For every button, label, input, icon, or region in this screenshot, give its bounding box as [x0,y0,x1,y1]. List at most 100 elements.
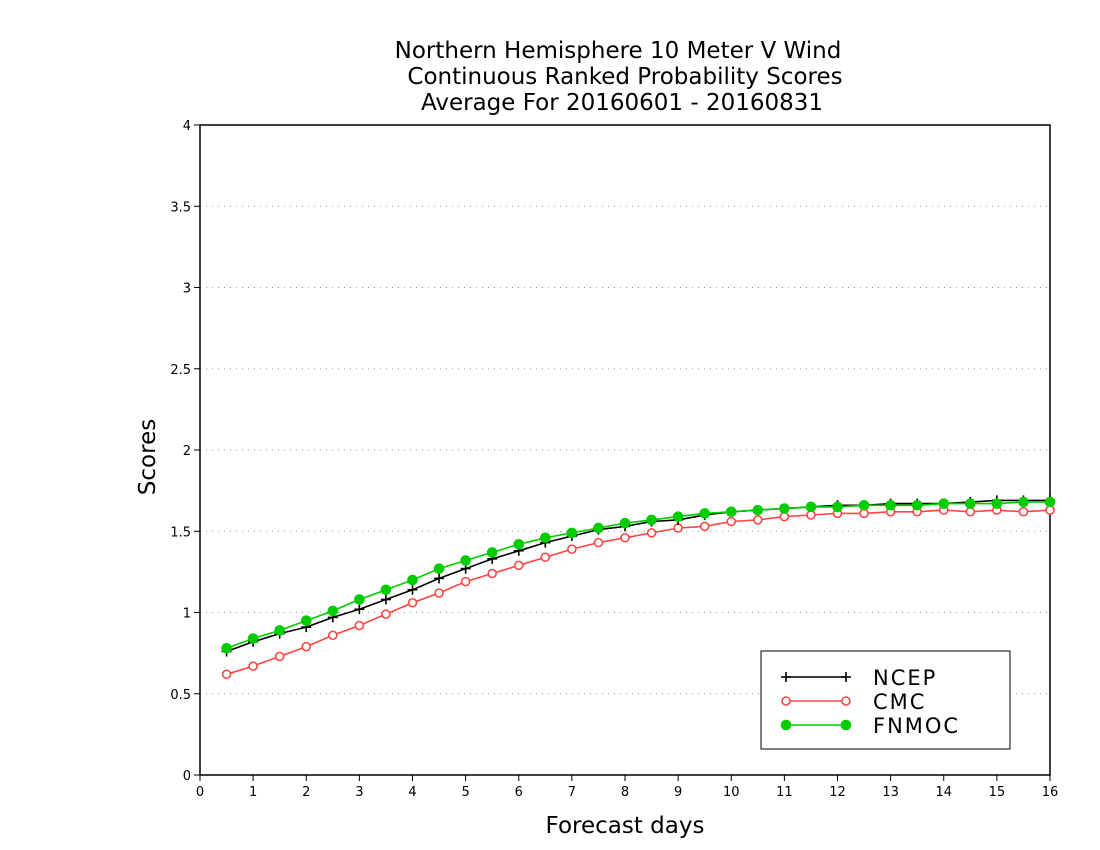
data-point-fnmoc [540,532,551,544]
x-tick-label: 12 [829,785,846,800]
data-point-fnmoc [433,563,445,574]
chart-title-line-2: Continuous Ranked Probability Scores [407,64,842,90]
data-point-cmc [753,515,763,525]
data-point-fnmoc [619,517,631,529]
data-point-cmc [806,510,816,520]
data-point-fnmoc [725,506,737,518]
legend-marker-cmc [781,696,791,706]
legend-marker-ncep [781,672,791,682]
series-line-cmc [226,509,1051,676]
legend-item-cmc: CMC [781,690,926,714]
chart-title-line-3: Average For 20160601 - 20160831 [421,90,823,116]
data-point-cmc [646,528,657,538]
data-point-fnmoc [752,504,764,516]
data-point-fnmoc [1044,496,1056,508]
data-point-cmc [328,630,338,641]
y-tick-label: 1 [183,607,191,622]
data-point-fnmoc [327,605,339,617]
data-point-cmc [354,620,365,631]
data-point-fnmoc [513,538,525,550]
data-point-ncep [354,604,365,615]
data-point-cmc [1045,505,1055,515]
data-point-ncep [434,573,445,584]
legend-label-cmc: CMC [873,690,926,714]
data-point-fnmoc [911,499,923,511]
data-point-fnmoc [672,511,684,522]
chart-title-line-1: Northern Hemisphere 10 Meter V Wind [395,38,842,64]
x-tick-label: 7 [568,785,576,800]
y-axis-label: Scores [135,419,161,495]
data-point-cmc [779,511,790,522]
data-point-cmc [248,661,258,671]
data-point-fnmoc [407,574,418,586]
data-point-cmc [301,641,312,652]
data-point-fnmoc [938,498,950,509]
data-point-fnmoc [247,633,259,644]
y-tick-label: 1.5 [170,525,191,540]
legend-box [760,650,1011,750]
data-point-fnmoc [1018,496,1029,508]
data-point-cmc [593,537,604,548]
data-point-fnmoc [965,498,976,509]
data-point-cmc [540,552,551,563]
data-point-cmc [513,560,524,571]
x-tick-label: 9 [674,785,682,800]
x-tick-label: 1 [249,785,257,800]
x-tick-label: 5 [461,785,469,800]
x-tick-label: 3 [355,785,363,800]
data-point-fnmoc [221,642,232,654]
data-point-fnmoc [885,499,896,511]
data-point-fnmoc [699,508,710,519]
y-tick-label: 3 [183,282,191,297]
x-tick-label: 2 [302,785,310,800]
x-tick-label: 14 [935,785,952,800]
legend-label-ncep: NCEP [873,666,937,690]
data-point-cmc [859,508,869,519]
axis-ticks: 00.511.522.533.540 1 2 3 4 5 6 7 8 9 10 11 12 13 14 15 1… [170,119,1058,800]
data-point-cmc [620,532,630,543]
y-tick-label: 4 [183,119,191,134]
data-point-cmc [1018,506,1029,517]
data-point-cmc [434,588,444,598]
data-point-cmc [274,651,285,662]
x-tick-label: 16 [1042,785,1059,800]
y-tick-label: 2 [183,444,191,459]
data-point-ncep [407,584,418,595]
data-point-cmc [221,669,232,680]
data-point-fnmoc [646,514,657,526]
legend-item-fnmoc: FNMOC [780,714,960,738]
x-tick-label: 4 [408,785,416,800]
data-point-fnmoc [380,584,392,596]
data-point-cmc [407,597,418,608]
data-point-fnmoc [832,501,843,513]
x-tick-label: 15 [989,785,1006,800]
data-point-fnmoc [486,547,498,558]
data-point-fnmoc [354,594,365,605]
legend-item-ncep: NCEP [781,666,937,690]
data-point-fnmoc [566,527,578,539]
y-tick-label: 2.5 [170,363,191,378]
data-point-fnmoc [274,625,285,636]
data-point-fnmoc [991,498,1003,509]
legend-marker-fnmoc [780,719,792,731]
data-point-cmc [567,544,577,554]
chart-title: Northern Hemisphere 10 Meter V Wind Cont… [395,38,843,116]
x-tick-label: 13 [882,785,899,800]
grid [200,205,1050,695]
x-axis-label: Forecast days [546,813,705,839]
data-point-cmc [460,576,471,587]
legend-marker-cmc [841,696,851,706]
x-tick-label: 8 [621,785,629,800]
data-point-ncep [380,594,391,605]
data-point-cmc [965,506,976,517]
x-tick-label: 10 [723,785,740,800]
series-fnmoc [221,496,1056,654]
y-tick-label: 3.5 [170,200,191,215]
x-tick-label: 11 [776,785,793,800]
y-tick-label: 0.5 [170,688,191,703]
legend-label-fnmoc: FNMOC [873,714,960,738]
data-point-fnmoc [858,499,870,511]
data-point-cmc [699,521,710,532]
data-point-fnmoc [805,501,817,513]
